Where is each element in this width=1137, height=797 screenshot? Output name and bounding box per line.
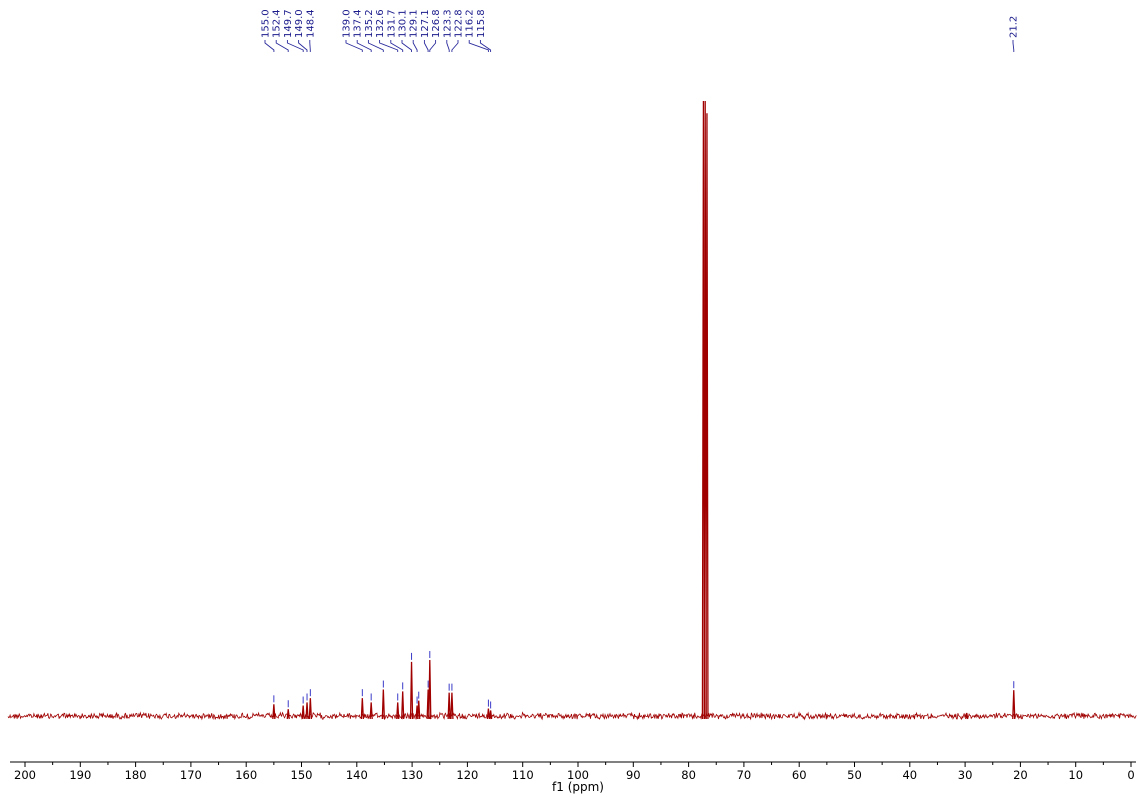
peak-label: 152.4 [272,9,283,38]
x-tick-label: 190 [69,768,91,782]
peak-label: 127.1 [420,9,431,38]
peak-label-connector [429,40,437,52]
peak-label-connector [286,40,304,52]
x-tick-label: 90 [626,768,641,782]
spectrum-peak [965,712,969,720]
spectrum-peak [396,702,400,720]
peak-label-connector [356,40,372,52]
x-tick-label: 200 [14,768,36,782]
peak-label-connector [423,40,429,52]
peak-label: 148.4 [305,9,316,38]
spectrum-peak [488,710,493,720]
spectrum-peak [450,692,454,720]
peak-label: 149.0 [294,9,305,38]
x-tick-label: 80 [681,768,696,782]
peak-label: 131.7 [386,9,397,38]
x-tick-label: 10 [1068,768,1083,782]
x-tick-label: 140 [346,768,368,782]
peak-label-connector [1012,40,1015,52]
peak-label: 116.2 [465,9,476,38]
spectrum-peak [272,704,276,720]
peak-label-connector [367,40,384,52]
peak-label-connector [412,40,418,52]
spectrum-peak [301,705,305,720]
x-tick-label: 70 [737,768,752,782]
x-tick-label: 180 [125,768,147,782]
x-tick-label: 120 [456,768,478,782]
spectrum-peak [308,698,312,720]
peak-label: 132.6 [375,9,386,38]
spectrum-plot [7,100,1137,721]
peak-label-connector [309,40,311,52]
spectrum-peak [705,113,709,720]
peak-label-connector [401,40,412,52]
peak-label-connector [275,40,289,52]
peak-label-connector [451,40,459,52]
peak-label-connector [468,40,489,52]
peak-label-connector [446,40,450,52]
x-tick-label: 0 [1127,768,1134,782]
peak-label: 126.8 [431,9,442,38]
spectrum-peak [360,698,364,720]
spectrum-peak [401,691,405,720]
peak-label: 155.0 [261,9,272,38]
x-axis-label: f1 (ppm) [552,780,604,794]
peak-label: 139.0 [342,9,353,38]
x-tick-label: 130 [401,768,423,782]
x-tick-label: 40 [902,768,917,782]
peak-label: 123.3 [442,9,453,38]
peak-label: 21.2 [1009,16,1020,38]
spectrum-peak [428,660,432,720]
x-tick-label: 150 [291,768,313,782]
spectrum-peak [369,702,373,720]
spectrum-baseline [7,711,1137,721]
peak-label: 115.8 [476,9,487,38]
peak-label-connector [390,40,404,52]
x-tick-label: 20 [1013,768,1028,782]
x-tick-label: 110 [512,768,534,782]
peak-label: 129.1 [409,9,420,38]
spectrum-peak [286,709,290,720]
x-tick-label: 50 [847,768,862,782]
peak-label: 130.1 [398,9,409,38]
peak-label: 135.2 [364,9,375,38]
spectrum-peak [447,692,451,720]
peak-label-connector [298,40,308,52]
x-tick-label: 160 [235,768,257,782]
peak-label: 122.8 [454,9,465,38]
peak-label-connector [264,40,275,52]
x-axis: 200 190 180 170 160 150 140 130 120 110 100 90 80 70 6… [10,761,1136,782]
spectrum-peak [305,702,309,720]
x-tick-label: 60 [792,768,807,782]
x-tick-label: 30 [958,768,973,782]
spectrum-peak [1012,690,1016,720]
peak-label-connector [345,40,363,52]
spectrum-peak [409,661,414,720]
peak-label-connector [379,40,399,52]
peak-label: 137.4 [353,9,364,38]
x-tick-label: 100 [567,768,589,782]
peak-label-connector [479,40,492,52]
spectrum-peak [417,700,421,720]
x-tick-label: 170 [180,768,202,782]
spectrum-peak [381,689,385,720]
peak-label-group: 155.0 152.4 149.7 149.0 148.4 139.0 137.4 135.2… [261,9,1020,52]
peak-label: 149.7 [283,9,294,38]
spectrum-peak [486,708,491,720]
